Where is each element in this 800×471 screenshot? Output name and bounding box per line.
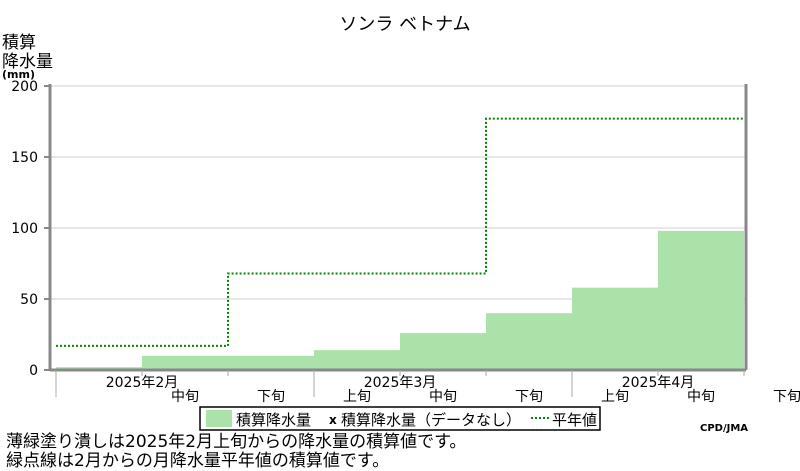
accumulated-bar: [658, 230, 744, 370]
y-axis-label-line1: 積算: [2, 33, 36, 53]
legend-label-normal: 平年値: [552, 411, 597, 429]
normal-line: [56, 117, 744, 347]
legend-label-nodata: 積算降水量（データなし）: [341, 411, 521, 429]
credit: CPD/JMA: [700, 423, 748, 434]
accumulated-bar: [314, 350, 400, 370]
note-fill: 薄緑塗り潰しは2025年2月上旬からの降水量の積算値です。: [6, 432, 467, 452]
legend-swatch-x: x: [329, 413, 337, 427]
dekad-label: 中旬: [171, 389, 199, 405]
dekad-label: 下旬: [515, 389, 543, 405]
legend-label-accumulated: 積算降水量: [236, 411, 311, 429]
y-axis-label-unit: (mm): [2, 68, 35, 81]
accumulated-bar: [486, 313, 572, 370]
month-label: 2025年3月: [364, 375, 437, 391]
y-axis-label-line2: 降水量: [2, 52, 53, 72]
accumulated-bar: [400, 333, 486, 370]
accumulated-bar: [228, 355, 314, 370]
dekad-label: 中旬: [429, 389, 457, 405]
dekad-label: 上旬: [343, 389, 371, 405]
y-tick-label: 0: [29, 363, 38, 379]
y-tick-label: 50: [20, 292, 38, 308]
month-label: 2025年4月: [622, 375, 695, 391]
legend-swatch-fill: [206, 410, 232, 427]
dekad-label: 下旬: [257, 389, 285, 405]
accumulated-bar: [572, 287, 658, 370]
dekad-label: 中旬: [687, 389, 715, 405]
y-tick-label: 100: [11, 221, 38, 237]
legend-box: [199, 406, 601, 431]
y-tick-label: 200: [11, 79, 38, 95]
dekad-label: 下旬: [773, 389, 800, 405]
dekad-label: 上旬: [601, 389, 629, 405]
legend: 積算降水量 x 積算降水量（データなし） 平年値: [199, 406, 601, 431]
month-label: 2025年2月: [106, 375, 179, 391]
accumulated-bar: [142, 355, 228, 370]
chart-title: ソンラ ベトナム: [339, 14, 470, 35]
y-tick-label: 150: [11, 150, 38, 166]
note-dotted: 緑点線は2月からの月降水量平年値の積算値です。: [6, 451, 390, 471]
